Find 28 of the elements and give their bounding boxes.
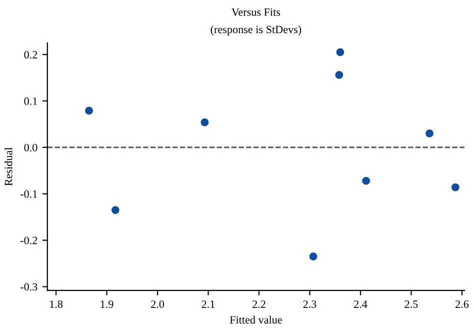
x-tick-label: 1.8 xyxy=(50,300,63,308)
point xyxy=(111,206,120,214)
y-tick-label: -0.1 xyxy=(20,190,38,198)
chart-subtitle: (response is StDevs) xyxy=(210,25,302,36)
point xyxy=(426,129,434,138)
point xyxy=(309,252,318,260)
chart-title: Versus Fits xyxy=(232,8,280,16)
x-tick-label: 2.5 xyxy=(404,300,418,308)
y-tick-label: 0.2 xyxy=(24,50,38,59)
y-tick-label: 0.0 xyxy=(24,144,38,152)
point xyxy=(336,48,344,56)
point xyxy=(335,70,344,79)
y-tick-label: -0.3 xyxy=(20,283,38,291)
x-tick-label: 2.0 xyxy=(151,300,164,308)
y-tick-label: -0.2 xyxy=(20,236,38,244)
point xyxy=(362,176,370,185)
x-tick-label: 1.9 xyxy=(100,300,114,308)
y-axis-title: Residual xyxy=(4,147,12,186)
x-tick-label: 2.3 xyxy=(303,300,316,308)
x-tick-label: 2.6 xyxy=(456,300,469,308)
x-tick-label: 2.4 xyxy=(354,300,368,308)
y-tick-label: 0.1 xyxy=(24,97,38,105)
x-axis-title: Fitted value xyxy=(230,316,282,324)
point xyxy=(451,183,460,192)
point xyxy=(85,106,93,115)
x-tick-label: 2.1 xyxy=(202,300,215,308)
x-tick-label: 2.2 xyxy=(252,300,266,308)
point xyxy=(200,118,209,126)
